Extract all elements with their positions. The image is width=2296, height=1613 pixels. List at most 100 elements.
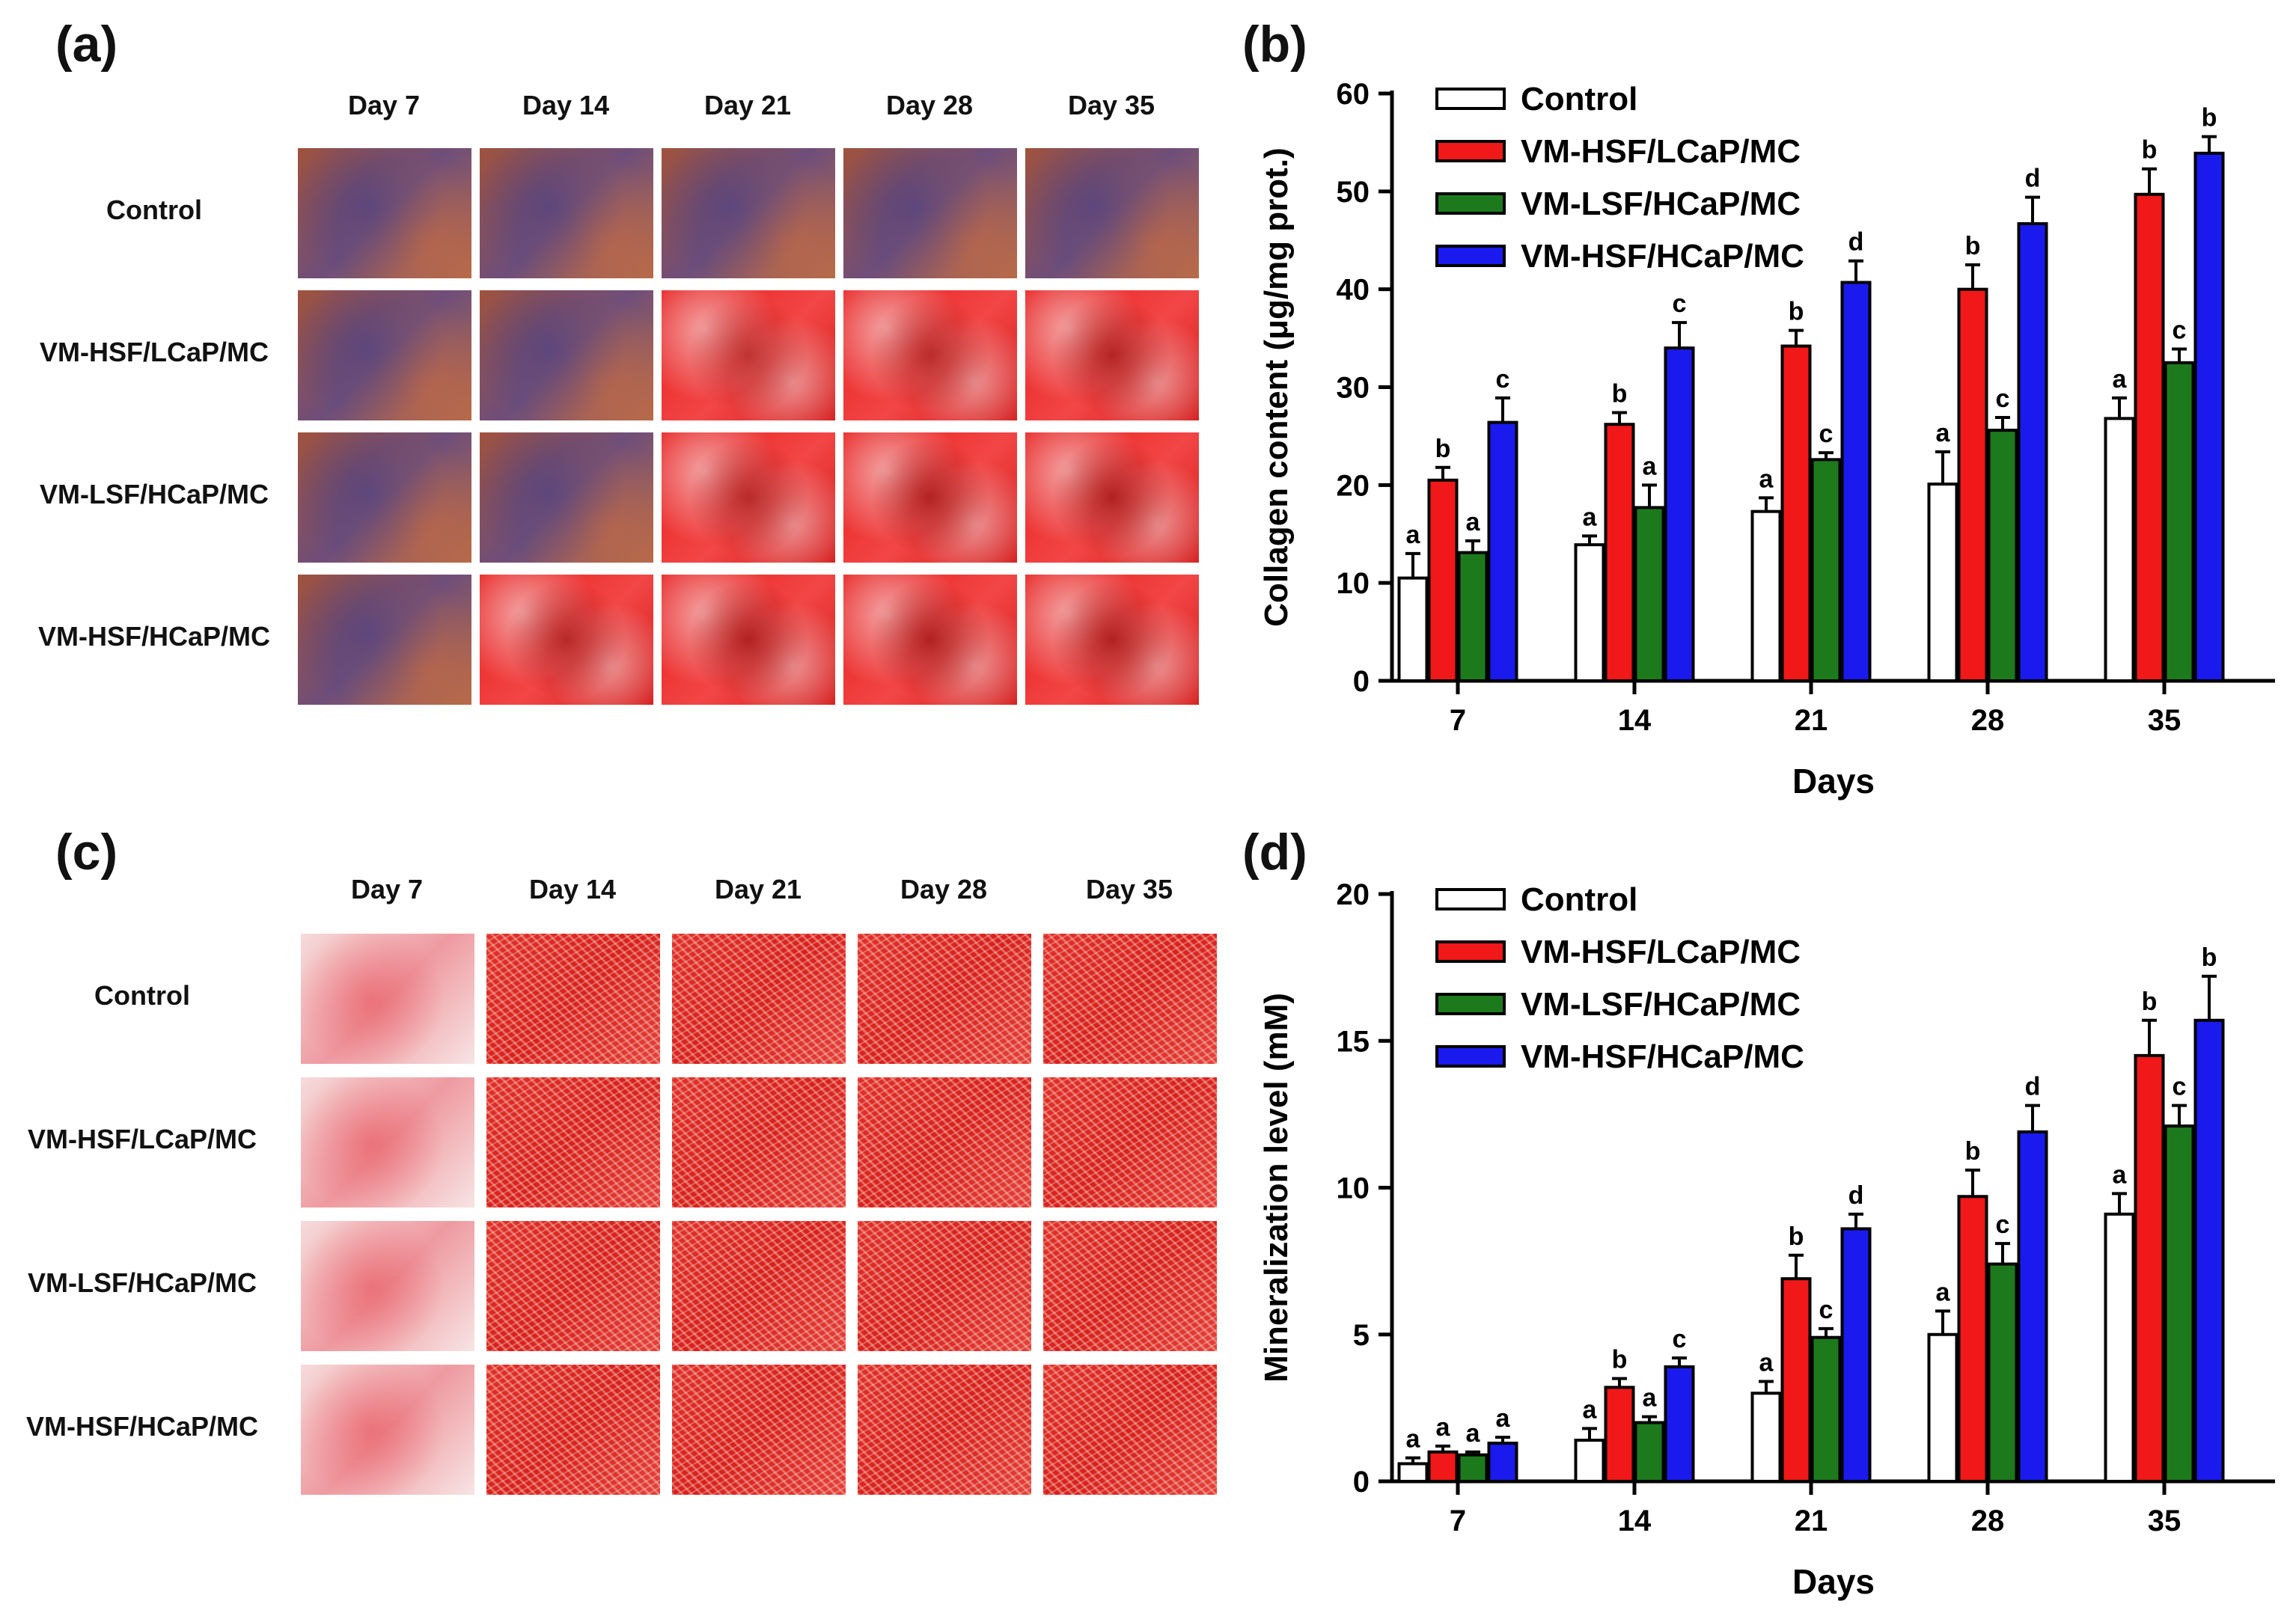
stain-image-tile [480, 432, 653, 563]
bar [1397, 1462, 1429, 1484]
significance-letter: a [2113, 365, 2128, 394]
column-label-day: Day 14 [522, 90, 610, 120]
bar [1840, 1227, 1872, 1483]
row-label-group: VM-LSF/HCaP/MC [28, 1267, 257, 1298]
bar [1457, 1453, 1489, 1483]
legend-label: VM-HSF/HCaP/MC [1521, 238, 1804, 275]
column-label-day: Day 35 [1067, 90, 1155, 120]
significance-letter: a [1936, 1278, 1951, 1306]
significance-letter: a [1436, 1413, 1451, 1442]
bar [1780, 344, 1812, 682]
significance-letter: a [1466, 1419, 1481, 1448]
stain-image-tile [843, 148, 1017, 278]
stain-image-tile [843, 575, 1017, 705]
stain-image-tile [858, 934, 1031, 1064]
stain-image-tile [1025, 148, 1199, 278]
bar [1840, 281, 1872, 682]
panel-label-b: (b) [1242, 16, 1307, 73]
stain-image-tile [672, 934, 846, 1064]
bar [1810, 458, 1842, 682]
significance-letter: a [2113, 1160, 2128, 1189]
bar [2164, 361, 2195, 682]
bar [1427, 478, 1459, 683]
y-tick-label: 60 [1337, 78, 1370, 111]
stain-image-tile [672, 1221, 846, 1351]
x-tick-label: 21 [1795, 1505, 1828, 1537]
row-label-group: VM-HSF/HCaP/MC [25, 1411, 258, 1442]
significance-letter: d [2025, 165, 2041, 193]
bar [1634, 506, 1665, 682]
legend-swatch [1435, 993, 1506, 1015]
stain-image-tile [858, 1077, 1031, 1208]
bar [1487, 420, 1518, 682]
bar [1427, 1450, 1459, 1483]
significance-letter: a [1583, 503, 1598, 531]
significance-letter: c [1673, 290, 1687, 318]
stain-image-tile [298, 290, 471, 420]
column-label-day: Day 21 [714, 874, 802, 905]
significance-letter: c [2173, 1073, 2187, 1101]
bar [1604, 1386, 1635, 1484]
stain-image-tile [301, 1077, 474, 1208]
significance-letter: b [1789, 1222, 1804, 1251]
stain-image-tile [672, 1077, 846, 1208]
significance-letter: a [1759, 1349, 1774, 1377]
stain-image-tile [672, 1365, 846, 1495]
y-axis-title: Collagen content (μg/mg prot.) [1258, 147, 1295, 626]
stain-image-tile [1025, 575, 1199, 705]
column-label-day: Day 35 [1085, 874, 1173, 905]
x-axis-title: Days [1792, 1562, 1875, 1601]
row-label-group: VM-HSF/HCaP/MC [37, 621, 270, 652]
bar [1457, 551, 1489, 682]
significance-letter: b [2202, 104, 2217, 132]
legend-swatch [1435, 140, 1506, 162]
y-tick-label: 5 [1353, 1319, 1370, 1352]
bar [1987, 1262, 2018, 1483]
bar [2104, 417, 2135, 682]
x-tick-label: 7 [1450, 1505, 1466, 1537]
legend-label: VM-HSF/LCaP/MC [1521, 934, 1801, 970]
legend-label: Control [1521, 81, 1637, 117]
column-label-day: Day 14 [528, 874, 617, 905]
column-label-day: Day 7 [350, 874, 424, 905]
bar [1957, 1195, 1988, 1483]
panel-label-d: (d) [1242, 824, 1307, 881]
significance-letter: a [1936, 419, 1951, 447]
bar [1487, 1441, 1518, 1483]
significance-letter: b [2142, 988, 2158, 1016]
stain-image-tile [1043, 1365, 1217, 1495]
bar [2193, 151, 2225, 682]
stain-image-tile [298, 575, 471, 705]
y-tick-label: 10 [1337, 1172, 1370, 1205]
significance-letter: a [1496, 1404, 1511, 1433]
significance-letter: b [1612, 380, 1628, 408]
significance-letter: b [1965, 1137, 1981, 1166]
bar [1810, 1335, 1842, 1483]
bar [2017, 222, 2048, 682]
bar [1664, 1365, 1695, 1483]
stain-image-tile [1043, 1077, 1217, 1208]
bar [2193, 1018, 2225, 1483]
legend-label: Control [1521, 881, 1637, 918]
stain-image-tile [1043, 1221, 1217, 1351]
legend-swatch [1435, 88, 1506, 110]
legend-label: VM-HSF/LCaP/MC [1521, 133, 1801, 170]
significance-letter: c [1673, 1325, 1687, 1353]
stain-image-tile [1025, 432, 1199, 563]
collagen-chart: 0 10 20 30 40 50 60 Collagen content (μg/mg pro… [1258, 78, 2275, 801]
column-label-day: Day 7 [347, 90, 421, 120]
stain-image-tile [858, 1221, 1031, 1351]
bar [1750, 1392, 1782, 1483]
significance-letter: c [1819, 420, 1834, 448]
stain-image-tile [301, 1221, 474, 1351]
bar [1957, 287, 1988, 682]
column-label-day: Day 28 [885, 90, 974, 120]
significance-letter: c [1996, 1210, 2010, 1239]
x-tick-label: 14 [1618, 1505, 1652, 1537]
row-label-group: VM-HSF/LCaP/MC [40, 337, 269, 367]
column-label-day: Day 28 [900, 874, 988, 905]
significance-letter: b [1612, 1346, 1628, 1374]
stain-image-tile [1025, 290, 1199, 420]
stain-image-tile [662, 432, 835, 563]
